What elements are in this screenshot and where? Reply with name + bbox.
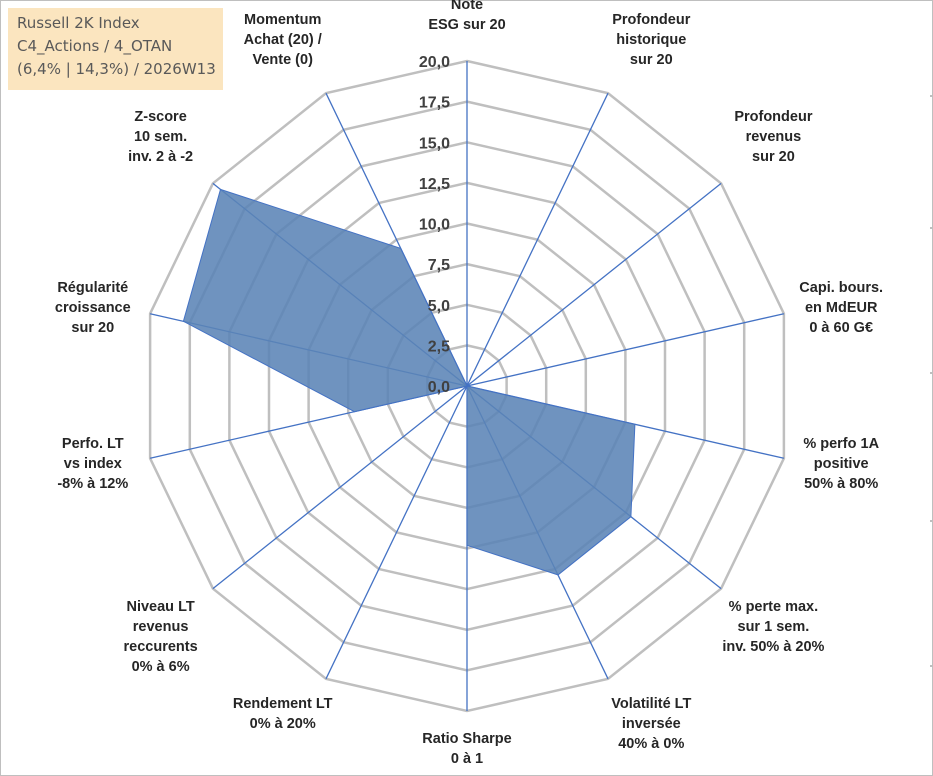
axis-label-line: % perfo 1A [803,436,879,452]
axis-label: Rendement LT 0% à 20% [233,696,333,732]
radar-series [182,188,636,576]
axis-label-line: -8% à 12% [57,476,128,492]
info-index-name: Russell 2K Index [17,14,140,32]
axis-label: Profondeur revenus sur 20 [734,109,812,165]
axis-label-line: vs index [64,456,122,472]
axis-label-line: ESG sur 20 [428,17,505,33]
axis-label-line: Profondeur [612,12,690,28]
axis-label: Z-score 10 sem. inv. 2 à -2 [128,109,193,165]
axis-label-line: Rendement LT [233,696,333,712]
radar-spoke [466,313,785,387]
axis-label-line: sur 20 [752,149,795,165]
tick-label: 5,0 [428,298,450,315]
axis-label-line: 0 à 60 G€ [809,320,873,336]
axis-label: Momentum Achat (20) / Vente (0) [244,12,322,68]
tick-label: 2,5 [428,338,450,355]
axis-label: Volatilité LT inversée 40% à 0% [611,696,691,752]
axis-label-line: 10 sem. [134,129,187,145]
axis-label: Profondeur historique sur 20 [612,12,690,68]
info-category: C4_Actions / 4_OTAN [17,37,173,55]
axis-label-line: inv. 2 à -2 [128,149,193,165]
radar-spoke [466,92,609,387]
tick-label: 7,5 [428,257,450,274]
axis-label: Capi. bours. en MdEUR 0 à 60 G€ [799,280,883,336]
radar-spoke [466,182,722,387]
axis-label-line: revenus [746,129,802,145]
axis-label-line: Perfo. LT [62,436,124,452]
axis-label: % perte max. sur 1 sem. inv. 50% à 20% [722,599,824,655]
axis-label: Ratio Sharpe 0 à 1 [422,731,511,767]
axis-label-line: revenus [133,619,189,635]
axis-label-line: Profondeur [734,109,812,125]
axis-label-line: 0% à 20% [250,716,316,732]
axis-label-line: croissance [55,300,131,316]
axis-label: Régularité croissance sur 20 [55,280,131,336]
axis-label-line: inversée [622,716,681,732]
frame-edge-dots [930,95,932,667]
axis-label-line: 50% à 80% [804,476,878,492]
axis-label-line: Ratio Sharpe [422,731,511,747]
axis-label: Note ESG sur 20 [428,0,505,33]
axis-label-line: inv. 50% à 20% [722,639,824,655]
axis-label-line: sur 20 [630,52,673,68]
axis-label-line: 0% à 6% [132,659,190,675]
axis-label-line: % perte max. [729,599,818,615]
axis-label-line: Régularité [57,280,128,296]
axis-label-line: sur 20 [71,320,114,336]
axis-label-line: 40% à 0% [618,736,684,752]
info-period: (6,4% | 14,3%) / 2026W13 [17,60,216,78]
axis-label: Perfo. LT vs index -8% à 12% [57,436,128,492]
tick-label: 20,0 [419,54,450,71]
tick-label: 0,0 [428,379,450,396]
axis-label-line: positive [814,456,869,472]
axis-label-line: 0 à 1 [451,751,483,767]
axis-label-line: Niveau LT [126,599,194,615]
tick-label: 15,0 [419,135,450,152]
axis-label-line: historique [616,32,686,48]
axis-label: Niveau LT revenus reccurents 0% à 6% [124,599,198,675]
axis-label-line: Volatilité LT [611,696,691,712]
radial-tick-labels: 0,0 2,5 5,0 7,5 10,0 12,5 15,0 17,5 20,0 [419,54,450,396]
axis-label-line: Momentum [244,12,321,28]
radar-spoke [325,385,468,680]
axis-label: % perfo 1A positive 50% à 80% [803,436,879,492]
axis-label-line: Achat (20) / [244,32,322,48]
series-area [182,188,636,576]
axis-label-line: en MdEUR [805,300,878,316]
axis-label-line: Capi. bours. [799,280,883,296]
axis-label-line: Z-score [134,109,186,125]
axis-label-line: reccurents [124,639,198,655]
axis-label-line: Note [451,0,483,13]
info-box: Russell 2K Index C4_Actions / 4_OTAN (6,… [8,8,223,90]
axis-label-line: Vente (0) [252,52,313,68]
tick-label: 10,0 [419,217,450,234]
radar-spoke [212,385,468,590]
axis-labels: Note ESG sur 20 Profondeur historique sur 20… [55,0,883,767]
tick-label: 17,5 [419,95,450,112]
tick-label: 12,5 [419,176,450,193]
axis-label-line: sur 1 sem. [738,619,810,635]
